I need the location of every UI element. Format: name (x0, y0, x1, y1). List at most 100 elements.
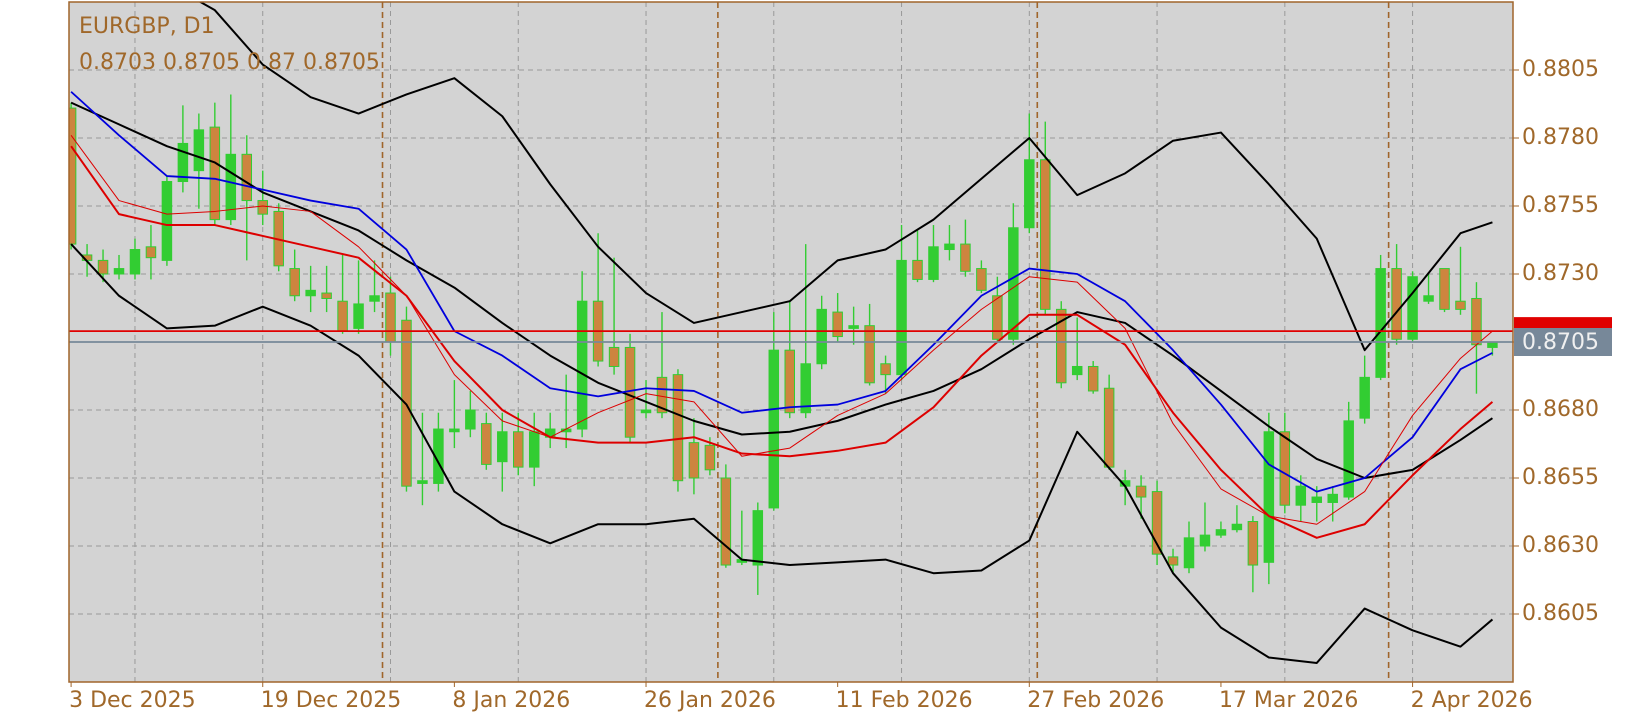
candle-body-bull (1423, 295, 1434, 302)
x-tick-label: 3 Dec 2025 (69, 688, 196, 713)
plot (69, 2, 1513, 664)
candle-body-bear (688, 442, 700, 479)
candle-body-bear (608, 346, 620, 367)
candle-body-bear (720, 477, 732, 566)
y-tick-label: 0.8630 (1522, 533, 1599, 558)
price-tag-label: 0.8705 (1522, 330, 1599, 355)
candle-body-bear (145, 246, 157, 259)
candle-body-bull (1024, 159, 1035, 229)
candle-body-bear (1455, 300, 1466, 310)
candle-body-bull (848, 325, 859, 329)
candle-body-bear (1040, 159, 1051, 310)
header-high: 0.8705 (163, 50, 240, 75)
candle-body-bull (1215, 529, 1227, 536)
candle-body-bull (1359, 376, 1370, 419)
candle-body-bear (864, 325, 875, 384)
y-tick-label: 0.8605 (1522, 601, 1599, 626)
candle-body-bull (113, 268, 125, 275)
candle-body-bull (433, 428, 444, 484)
chart-title: EURGBP, D1 (79, 14, 215, 39)
candle-body-bear (1471, 297, 1482, 346)
candle-body-bear (69, 107, 77, 245)
header-close: 0.8705 (303, 50, 380, 75)
x-tick-label: 11 Feb 2026 (836, 688, 973, 713)
candle-body-bear (912, 259, 923, 280)
candle-body-bull (944, 243, 955, 251)
candle-body-bull (225, 153, 237, 221)
ohlc-header: 0.8703 0.8705 0.87 0.8705 (79, 50, 380, 75)
indicator-line (70, 243, 1494, 664)
candle-body-bull (1311, 496, 1323, 503)
candle-body-bull (1263, 431, 1275, 563)
candle-body-bull (161, 181, 173, 261)
y-tick-label: 0.8730 (1522, 261, 1599, 286)
candle-body-bull (129, 249, 141, 275)
candle-body-bear (1391, 268, 1402, 340)
indicator-line (198, 2, 1493, 352)
indicator-line (70, 134, 1493, 525)
candle-body-bear (656, 376, 668, 414)
candle-body-bull (1183, 537, 1195, 569)
candle-body-bull (896, 259, 907, 376)
x-tick-label: 19 Dec 2025 (261, 688, 402, 713)
candle-body-bull (1199, 534, 1211, 547)
candle-body-bear (1279, 431, 1291, 506)
candle-body-bull (1231, 523, 1243, 531)
candle-body-bull (497, 431, 508, 463)
x-tick-label: 27 Feb 2026 (1027, 688, 1164, 713)
candle-body-bear (1439, 268, 1450, 310)
candle-body-bear (832, 311, 843, 338)
y-tick-label: 0.8655 (1522, 465, 1599, 490)
candle-body-bull (1327, 493, 1338, 503)
plot-border (68, 1, 1514, 683)
candle-body-bear (672, 374, 684, 482)
y-tick-label: 0.8780 (1522, 125, 1599, 150)
candle-body-bull (177, 142, 189, 183)
candle-body-bear (1167, 556, 1179, 566)
y-tick-label: 0.8805 (1522, 57, 1599, 82)
candle-body-bear (880, 363, 891, 376)
candle-body-bull (528, 431, 540, 468)
candle-body-bear (1055, 308, 1067, 384)
x-tick-label: 17 Mar 2026 (1219, 688, 1358, 713)
candle-body-bull (1407, 276, 1418, 340)
candle-body-bear (481, 423, 492, 465)
candle-body-bear (1151, 491, 1163, 555)
x-tick-label: 26 Jan 2026 (644, 688, 776, 713)
candle-body-bull (465, 409, 476, 430)
candle-body-bear (1103, 387, 1115, 468)
candle-body-bear (321, 292, 332, 299)
candle-body-bear (257, 200, 268, 215)
candle-body-bear (97, 259, 109, 275)
candle-body-bear (289, 268, 300, 297)
candle-body-bull (928, 246, 939, 280)
candle-body-bear (1087, 365, 1099, 392)
candle-body-bear (960, 243, 971, 272)
candle-body-bear (976, 268, 987, 291)
candle-body-bull (1071, 365, 1083, 376)
candle-body-bear (992, 295, 1003, 340)
candle-body-bear (337, 300, 348, 332)
candle-body-bull (1375, 268, 1386, 378)
candle-body-bear (241, 153, 253, 202)
header-low: 0.87 (247, 50, 296, 75)
candle-body-bull (800, 363, 811, 414)
axes: 0.8605 0.8630 0.8655 0.8680 0.8705 0.8730 0.87… (69, 57, 1612, 713)
candle-body-bear (1247, 521, 1259, 566)
x-tick-label: 2 Apr 2026 (1411, 688, 1533, 713)
candle-body-bull (1343, 420, 1354, 498)
candle-body-bull (449, 428, 460, 433)
candle-body-bear (513, 431, 524, 468)
candle-body-bull (816, 308, 827, 365)
candle-body-bear (1135, 485, 1147, 498)
x-tick-label: 8 Jan 2026 (452, 688, 570, 713)
indicator-line (70, 91, 1493, 493)
y-tick-label: 0.8755 (1522, 193, 1599, 218)
candle-body-bull (305, 289, 316, 297)
candle-body-bull (768, 349, 780, 509)
candle-body-bull (193, 129, 205, 172)
header-open: 0.8703 (79, 50, 156, 75)
candle-body-bull (640, 409, 652, 414)
candle-body-bull (1008, 227, 1019, 340)
